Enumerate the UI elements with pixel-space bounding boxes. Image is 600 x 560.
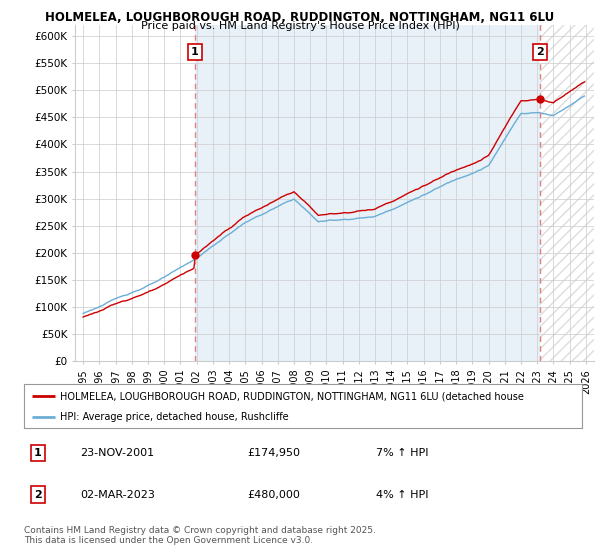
Text: £480,000: £480,000 xyxy=(247,489,300,500)
Text: 2: 2 xyxy=(536,47,544,57)
Text: Contains HM Land Registry data © Crown copyright and database right 2025.: Contains HM Land Registry data © Crown c… xyxy=(24,526,376,535)
Text: 23-NOV-2001: 23-NOV-2001 xyxy=(80,448,154,458)
Text: HPI: Average price, detached house, Rushcliffe: HPI: Average price, detached house, Rush… xyxy=(60,412,289,422)
Text: This data is licensed under the Open Government Licence v3.0.: This data is licensed under the Open Gov… xyxy=(24,536,313,545)
Bar xyxy=(195,25,540,361)
Text: HOLMELEA, LOUGHBOROUGH ROAD, RUDDINGTON, NOTTINGHAM, NG11 6LU (detached house: HOLMELEA, LOUGHBOROUGH ROAD, RUDDINGTON,… xyxy=(60,391,524,401)
Text: HOLMELEA, LOUGHBOROUGH ROAD, RUDDINGTON, NOTTINGHAM, NG11 6LU: HOLMELEA, LOUGHBOROUGH ROAD, RUDDINGTON,… xyxy=(46,11,554,24)
Text: 2: 2 xyxy=(34,489,42,500)
Text: Price paid vs. HM Land Registry's House Price Index (HPI): Price paid vs. HM Land Registry's House … xyxy=(140,21,460,31)
Bar xyxy=(540,25,594,361)
Text: 7% ↑ HPI: 7% ↑ HPI xyxy=(376,448,428,458)
Text: 1: 1 xyxy=(191,47,199,57)
Text: 1: 1 xyxy=(34,448,42,458)
Text: 4% ↑ HPI: 4% ↑ HPI xyxy=(376,489,428,500)
Text: 02-MAR-2023: 02-MAR-2023 xyxy=(80,489,155,500)
Text: £174,950: £174,950 xyxy=(247,448,300,458)
